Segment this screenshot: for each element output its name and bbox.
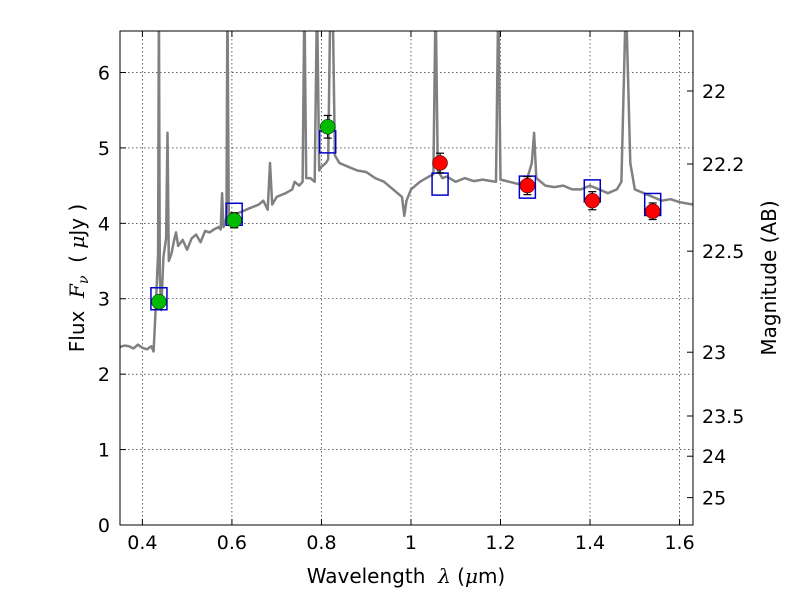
- y-axis-title-subscript: ν: [76, 275, 92, 284]
- plot-background: [120, 31, 693, 525]
- x-tick-label: 1.4: [575, 532, 605, 554]
- y-tick-label: 0: [98, 515, 110, 537]
- y2-tick-label: 22.2: [702, 154, 744, 176]
- y-tick-label: 1: [98, 440, 110, 462]
- x-axis-title-unit-open: (: [451, 564, 465, 588]
- y-tick-label: 6: [98, 62, 110, 84]
- observed-point: [226, 212, 242, 229]
- markers-layer: [150, 114, 662, 311]
- x-axis-title-prefix: Wavelength: [307, 564, 438, 588]
- spectrum-layer: [120, 31, 693, 353]
- observed-point: [644, 203, 661, 220]
- y2-tick-label: 23.5: [702, 406, 744, 428]
- x-axis-title-symbol: λ: [437, 564, 451, 588]
- y-axis-title-rest: Jy ): [65, 204, 89, 238]
- spectrum-line: [120, 31, 693, 353]
- x-axis-title-mu: μ: [465, 564, 478, 588]
- x-tick-label: 1: [405, 532, 417, 554]
- y2-tick-label: 24: [702, 446, 726, 468]
- plot-frame: [119, 30, 694, 526]
- ticks: 0.4 0.6 0.8 1 1.2 1.4 1.601234562222.222.52323…: [98, 31, 744, 554]
- observed-point: [151, 294, 167, 310]
- y2-tick-label: 22.5: [702, 241, 744, 263]
- y2-axis-title: Magnitude (AB): [757, 200, 781, 355]
- y-tick-label: 2: [98, 364, 110, 386]
- y2-tick-label: 25: [702, 488, 726, 510]
- y-axis-title-symbol: F: [65, 283, 89, 299]
- y-tick-label: 5: [98, 138, 110, 160]
- x-tick-label: 1.6: [664, 532, 694, 554]
- x-axis-title: Wavelength λ (μm): [307, 564, 506, 588]
- x-tick-label: 1.2: [485, 532, 515, 554]
- y2-tick-label: 22: [702, 81, 726, 103]
- observed-point: [584, 192, 601, 209]
- observed-point: [519, 177, 536, 194]
- y-axis-title: Flux Fν ( μJy ): [65, 204, 92, 352]
- y-axis-title-mu: μ: [65, 236, 89, 249]
- y2-tick-label: 23: [702, 342, 726, 364]
- y-tick-label: 3: [98, 289, 110, 311]
- x-tick-label: 0.4: [127, 532, 157, 554]
- y-axis-title-open: (: [65, 249, 89, 276]
- model-point-square: [150, 286, 168, 311]
- observed-point: [319, 119, 336, 135]
- observed-point: [432, 155, 448, 171]
- x-axis-title-unit-close: m): [478, 564, 505, 588]
- x-tick-label: 0.8: [306, 532, 336, 554]
- y-tick-label: 4: [98, 213, 110, 235]
- y-axis-title-prefix: Flux: [65, 298, 89, 352]
- x-tick-label: 0.6: [217, 532, 247, 554]
